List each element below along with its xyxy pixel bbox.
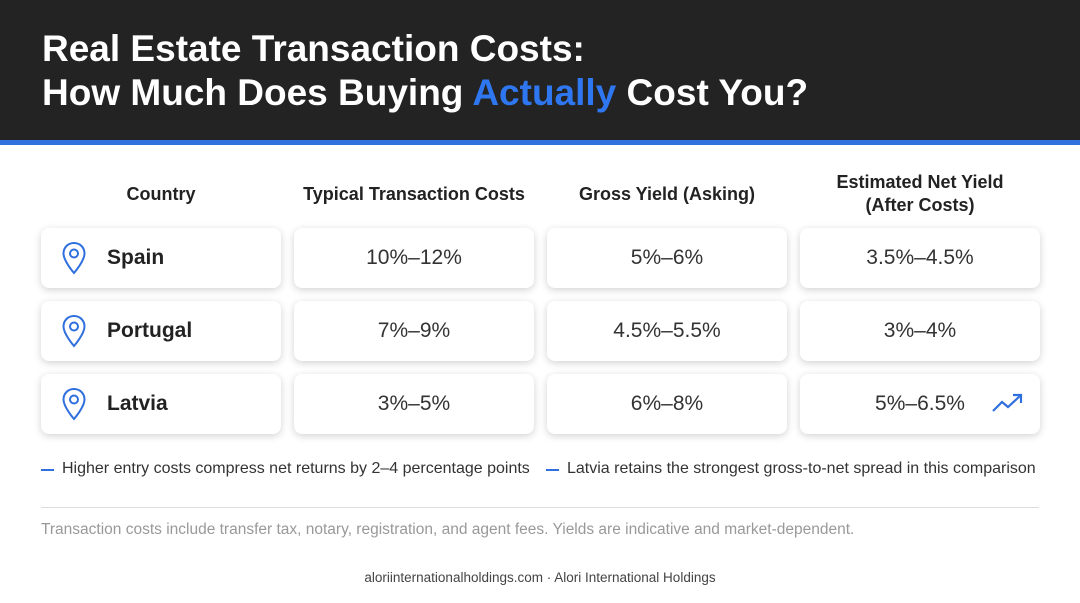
value-cell: 3%–4%	[800, 301, 1040, 361]
footnote: Transaction costs include transfer tax, …	[41, 521, 855, 538]
column-header: Estimated Net Yield (After Costs)	[836, 172, 1004, 215]
value-cell: 3%–5%	[294, 374, 534, 434]
pin-icon	[62, 241, 86, 275]
note: Higher entry costs compress net returns …	[41, 460, 530, 478]
pin-icon	[62, 387, 86, 421]
title-line: Real Estate Transaction Costs:	[42, 28, 585, 69]
trend-icon	[992, 393, 1023, 412]
footer: aloriinternationalholdings.com · Alori I…	[364, 570, 716, 585]
title-text: How Much Does Buying	[42, 72, 464, 113]
column-header: Country	[126, 183, 196, 204]
value-cell: 4.5%–5.5%	[547, 301, 787, 361]
divider	[41, 507, 1039, 508]
value-cell: 5%–6%	[547, 228, 787, 288]
column-header: Gross Yield (Asking)	[578, 183, 756, 204]
value-cell: 7%–9%	[294, 301, 534, 361]
value-cell: 6%–8%	[547, 374, 787, 434]
title-text: Cost You?	[626, 72, 809, 113]
column-header: Typical Transaction Costs	[303, 183, 525, 204]
title-highlight: Actually	[472, 72, 617, 113]
title-line: How Much Does Buying Actually Cost You?	[42, 72, 808, 114]
note: Latvia retains the strongest gross-to-ne…	[546, 460, 1036, 478]
value-cell: 3.5%–4.5%	[800, 228, 1040, 288]
country-cell: Portugal	[41, 301, 281, 361]
country-cell: Spain	[41, 228, 281, 288]
country-cell: Latvia	[41, 374, 281, 434]
pin-icon	[62, 314, 86, 348]
value-cell: 10%–12%	[294, 228, 534, 288]
header: Real Estate Transaction Costs: How Much …	[0, 0, 1080, 145]
